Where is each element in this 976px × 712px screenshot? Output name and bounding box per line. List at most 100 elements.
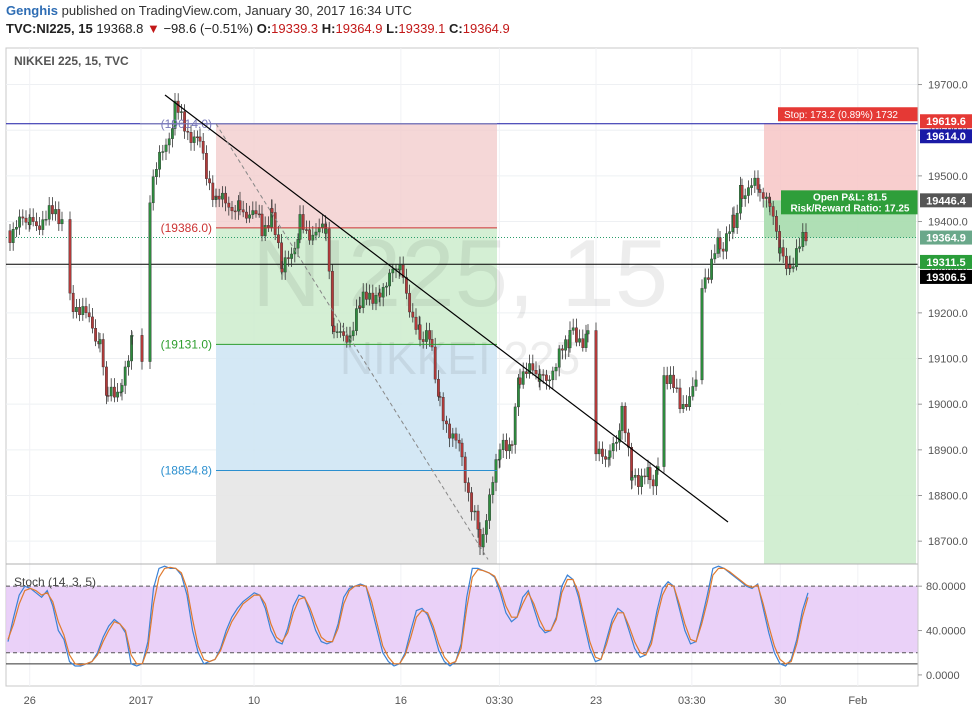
price-label-bg (920, 114, 972, 129)
price-labels: 19619.6 19614.0 19446.4 19364.9 19311.5 19306… (920, 114, 972, 284)
price-tick-label: 18800.0 (928, 491, 968, 503)
author-link[interactable]: Genghis (6, 3, 59, 18)
candle-body (578, 338, 582, 343)
candle-body (214, 195, 218, 198)
candle-body (725, 233, 728, 252)
candle-body (211, 182, 215, 200)
candle-body (186, 131, 190, 133)
time-tick-label: 2017 (129, 695, 153, 707)
candle-body (241, 209, 245, 213)
candle-body (421, 339, 425, 342)
candle-body (324, 228, 328, 234)
candle-body (445, 420, 448, 425)
down-triangle-icon: ▼ (146, 21, 160, 36)
candle-body (21, 216, 25, 219)
candle-body (260, 213, 264, 237)
price-label: 19619.6 (926, 116, 966, 128)
price-label-bg (920, 254, 972, 269)
candle-body (345, 335, 349, 343)
candle-body (342, 331, 345, 336)
stoch-title: Stoch (14, 3, 5) (14, 575, 96, 589)
time-axis[interactable]: 26 2017 10 16 03:30 23 03:30 30 Feb (24, 695, 868, 707)
candle-body (551, 370, 555, 381)
candle-body (251, 210, 255, 216)
candle-body (176, 100, 180, 113)
candle-body (700, 288, 704, 381)
open-value: 19339.3 (271, 21, 319, 36)
candle-body (627, 432, 630, 448)
candle-body (305, 229, 308, 231)
candle-body (441, 397, 445, 422)
fib-level-label: (19614.0) (161, 117, 212, 131)
candle-body (158, 151, 161, 170)
price-label-bg (920, 230, 972, 245)
candle-body (691, 386, 695, 397)
high-value: 19364.9 (335, 21, 383, 36)
candle-body (273, 212, 277, 235)
candle-body (801, 232, 805, 248)
candle-body (768, 202, 772, 207)
candle-body (84, 306, 88, 313)
candle-body (104, 366, 108, 396)
candle-body (710, 258, 714, 280)
candle-body (750, 185, 754, 188)
chart-svg[interactable]: NI225, 15 NIKKEI 225 (19614.0)(19386.0)(… (0, 44, 976, 712)
time-tick-label: 16 (395, 695, 407, 707)
candle-body (451, 433, 455, 439)
price-axis[interactable]: 18700.0 18800.0 18900.0 19000.0 19100.0 19200… (918, 80, 968, 549)
price-tick-label: 18900.0 (928, 445, 968, 457)
candle-body (561, 348, 564, 351)
candle-body (170, 128, 174, 139)
candle-body (365, 291, 368, 300)
fib-zone-1 (216, 123, 497, 228)
time-tick-label: 03:30 (486, 695, 514, 707)
candle-body (771, 206, 775, 217)
candle-body (707, 277, 710, 280)
candle-body (123, 366, 127, 386)
price-tick-label: 19200.0 (928, 308, 968, 320)
candle-body (485, 520, 488, 535)
time-tick-label: 03:30 (678, 695, 706, 707)
stoch-tick-label: 80.0000 (926, 581, 966, 593)
candle-body (348, 335, 352, 338)
candle-body (81, 306, 85, 316)
fib-zone-3 (216, 344, 497, 471)
candle-body (568, 330, 572, 349)
candle-body (173, 100, 177, 129)
candle-body (87, 312, 91, 318)
candle-body (651, 479, 655, 487)
price-label-bg (920, 269, 972, 284)
candle-body (220, 192, 224, 200)
watermark-symbol: NI225, 15 (252, 220, 668, 327)
watermark-name: NIKKEI 225 (340, 332, 580, 384)
candle-body (257, 213, 261, 216)
drawings: (19614.0) (19386.0) (19131.0) (18854.8) Stop… (140, 94, 918, 560)
candle-body (391, 268, 395, 274)
candle-body (201, 141, 205, 154)
stoch-axis[interactable]: 80.0000 40.0000 0.0000 (918, 581, 966, 682)
candle-body (438, 396, 442, 398)
candle-body (51, 205, 54, 215)
candle-body (47, 205, 51, 220)
candle-body (594, 330, 598, 455)
close-label: C: (449, 21, 463, 36)
candle-body (154, 169, 158, 177)
candle-body (672, 374, 676, 388)
candle-body (287, 257, 290, 259)
candle-body (467, 482, 470, 493)
candle-body (8, 230, 12, 243)
candle-body (678, 387, 682, 409)
candle-body (781, 247, 785, 257)
candle-body (597, 448, 601, 455)
candle-body (601, 448, 604, 457)
candle-body (414, 316, 418, 330)
candle-body (381, 286, 385, 298)
stoch-tick-label: 40.0000 (926, 626, 966, 638)
candle-body (90, 316, 94, 329)
candle-body (454, 433, 458, 441)
fib-trend-line (215, 123, 489, 560)
candle-body (694, 379, 698, 387)
candle-body (130, 335, 134, 337)
stop-label: Stop: 173.2 (0.89%) 1732 (784, 110, 898, 121)
candle-body (148, 202, 152, 362)
